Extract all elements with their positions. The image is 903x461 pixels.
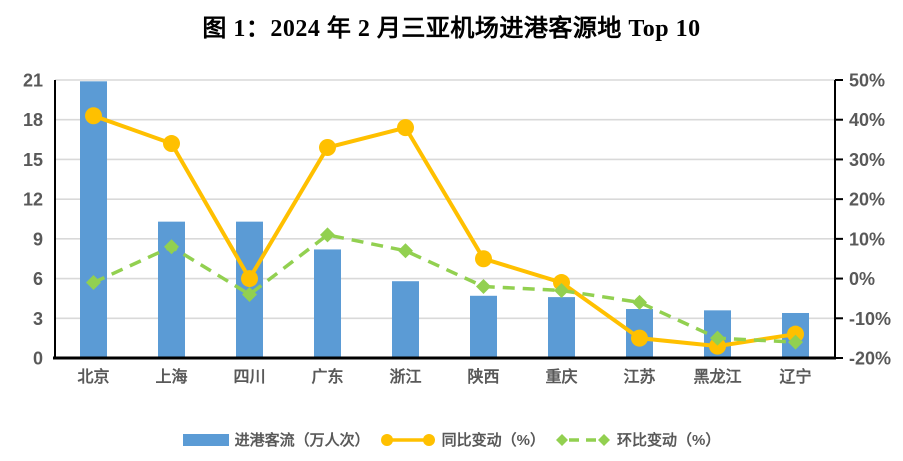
- category-label-辽宁: 辽宁: [779, 367, 811, 386]
- category-label-北京: 北京: [77, 367, 109, 386]
- yoy-line: [92, 113, 796, 349]
- mom-marker-四川: [242, 286, 257, 302]
- yoy-marker-重庆: [553, 274, 570, 292]
- chart-title: 图 1：2024 年 2 月三亚机场进港客源地 Top 10: [202, 16, 701, 42]
- category-label-江苏: 江苏: [623, 367, 655, 386]
- mom-marker-黑龙江: [710, 330, 725, 346]
- yoy-marker-黑龙江: [709, 337, 726, 355]
- legend-label-mom-series: 环比变动（%）: [617, 432, 721, 449]
- right-axis-label: 0%: [849, 269, 875, 289]
- yoy-marker-上海: [163, 135, 180, 153]
- legend-item-mom-series: 环比变动（%）: [555, 429, 720, 450]
- legend-item-yoy-series: 同比变动（%）: [380, 429, 545, 450]
- right-axis-label: 50%: [849, 71, 885, 91]
- category-label-黑龙江: 黑龙江: [693, 367, 741, 386]
- right-axis-label: 10%: [849, 229, 885, 249]
- mom-series-swatch-icon: [556, 433, 610, 446]
- legend-label-yoy-series: 同比变动（%）: [441, 432, 545, 449]
- right-axis-label: -10%: [849, 309, 891, 329]
- mom-marker-上海: [164, 239, 179, 255]
- yoy-marker-浙江: [397, 119, 414, 137]
- bar-北京: [80, 81, 107, 359]
- category-label-浙江: 浙江: [389, 367, 421, 386]
- bar-陕西: [470, 295, 497, 358]
- right-axis-label: -20%: [849, 349, 891, 369]
- mom-marker-重庆: [554, 282, 569, 298]
- left-axis-label: 9: [33, 229, 43, 249]
- legend-label-bar-series: 进港客流（万人次）: [234, 432, 370, 449]
- mom-marker-浙江: [398, 243, 413, 259]
- yoy-marker-四川: [241, 270, 258, 288]
- category-label-四川: 四川: [233, 369, 265, 386]
- left-axis-label: 15: [23, 150, 43, 170]
- left-axis-label: 21: [23, 71, 43, 91]
- left-axis-label: 12: [23, 190, 43, 210]
- bar-series-swatch-icon: [182, 433, 229, 446]
- left-axis-label: 0: [33, 349, 43, 369]
- category-label-重庆: 重庆: [545, 367, 577, 386]
- mom-marker-江苏: [632, 294, 647, 310]
- yoy-marker-北京: [85, 107, 102, 125]
- mom-line: [92, 233, 796, 344]
- mom-marker-广东: [320, 227, 335, 243]
- legend-item-bar-series: 进港客流（万人次）: [182, 429, 370, 450]
- right-axis-label: 30%: [849, 150, 885, 170]
- category-label-上海: 上海: [155, 367, 187, 386]
- left-axis-label: 18: [23, 110, 43, 130]
- yoy-marker-辽宁: [787, 325, 804, 343]
- yoy-marker-陕西: [475, 250, 492, 268]
- yoy-marker-广东: [319, 139, 336, 157]
- chart-legend: 进港客流（万人次） 同比变动（%） 环比变动（%）: [0, 429, 903, 450]
- bar-浙江: [392, 281, 419, 358]
- left-axis-label: 6: [33, 269, 43, 289]
- yoy-marker-江苏: [631, 329, 648, 347]
- right-axis-label: 20%: [849, 190, 885, 210]
- yoy-series-swatch-icon: [380, 433, 435, 446]
- mom-marker-北京: [86, 275, 101, 291]
- bar-重庆: [548, 297, 575, 358]
- mom-marker-辽宁: [788, 334, 803, 350]
- mom-marker-陕西: [476, 279, 491, 295]
- bar-广东: [314, 249, 341, 358]
- category-label-广东: 广东: [311, 367, 343, 386]
- right-axis-label: 40%: [849, 110, 885, 130]
- left-axis-label: 3: [33, 309, 43, 329]
- category-label-陕西: 陕西: [467, 367, 499, 386]
